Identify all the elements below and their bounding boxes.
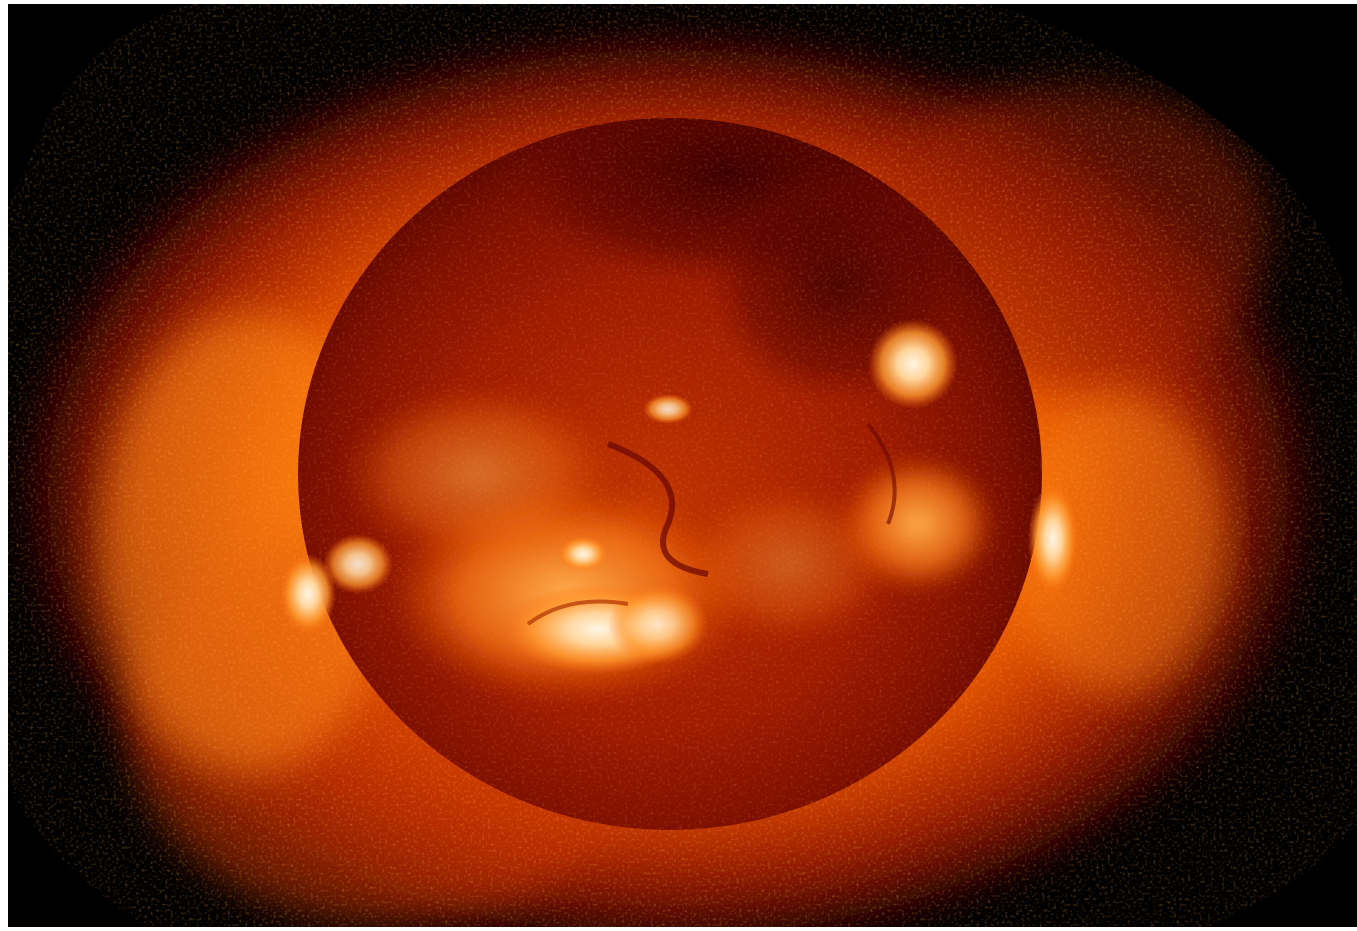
- solar-disk: [298, 118, 1042, 830]
- solar-xray-image: [8, 4, 1357, 927]
- space-background: [8, 4, 1357, 927]
- limb-bright-regions: [280, 484, 1078, 634]
- sun-illustration: [8, 4, 1357, 927]
